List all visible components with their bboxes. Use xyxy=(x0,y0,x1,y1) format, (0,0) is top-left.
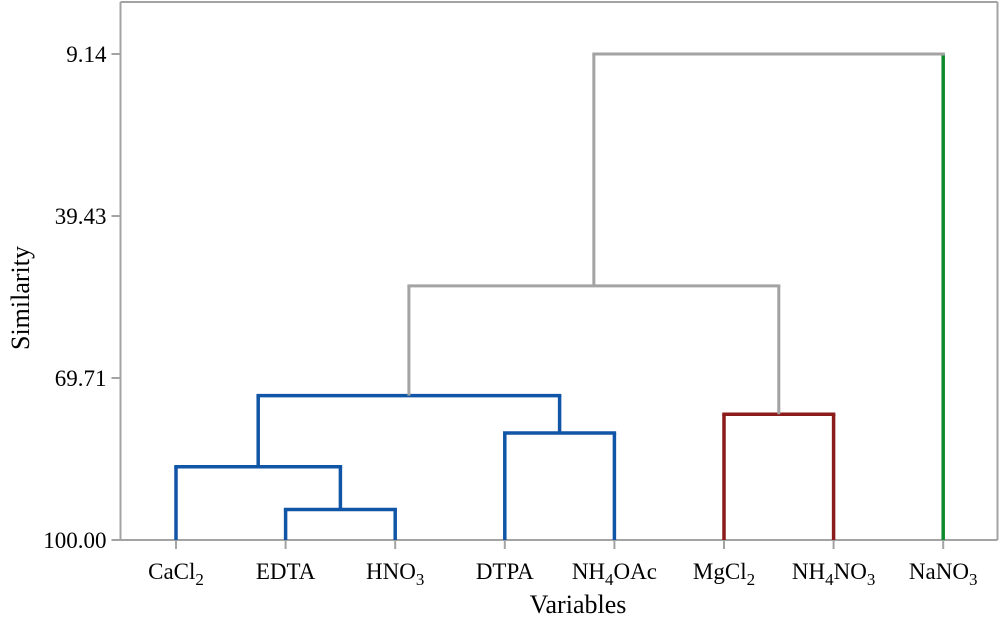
y-tick-label: 100.00 xyxy=(43,528,106,553)
y-tick-label: 69.71 xyxy=(55,366,107,391)
leaf-label-NH4OAc: NH4OAc xyxy=(572,559,657,589)
leaf-label-DTPA: DTPA xyxy=(476,559,534,584)
leaf-label-NaNO3: NaNO3 xyxy=(909,559,978,589)
x-axis-title: Variables xyxy=(529,590,627,619)
y-tick-label: 9.14 xyxy=(66,42,107,67)
leaf-label-EDTA: EDTA xyxy=(256,559,316,584)
y-tick-label: 39.43 xyxy=(55,204,107,229)
leaf-label-NH4NO3: NH4NO3 xyxy=(792,559,875,589)
leaf-label-HNO3: HNO3 xyxy=(366,559,424,589)
leaf-label-CaCl2: CaCl2 xyxy=(148,559,204,589)
leaf-label-MgCl2: MgCl2 xyxy=(693,559,755,589)
